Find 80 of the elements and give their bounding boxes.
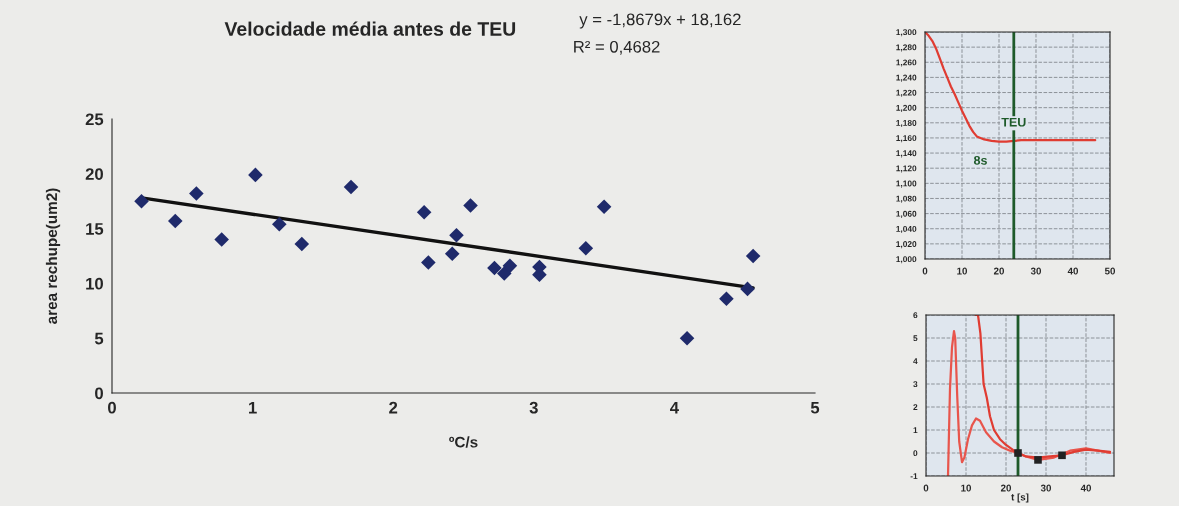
x-tick-label: 20 [1000, 484, 1012, 492]
y-tick-label: 1,240 [896, 74, 917, 82]
x-tick-label: 40 [1080, 484, 1092, 492]
x-tick-label: 1 [249, 401, 257, 414]
y-tick-label: 10 [86, 277, 103, 290]
text: R² = 0,4682 [574, 40, 660, 55]
y-tick-label: 1,260 [896, 59, 917, 67]
y-tick-label: 1,220 [896, 89, 917, 97]
y-tick-label: 5 [913, 335, 918, 342]
y-tick-label: 1,200 [896, 104, 917, 112]
x-tick-label: 40 [1067, 267, 1079, 275]
point [416, 204, 432, 220]
x-tick-label: 4 [670, 401, 679, 414]
point [272, 216, 287, 232]
y-tick-label: 3 [913, 381, 918, 388]
y-tick-label: 1,080 [896, 195, 917, 203]
x-tick-label: 0 [923, 484, 929, 492]
x-tick-label: 2 [389, 401, 398, 414]
point [679, 330, 695, 346]
y-tick-label: 1,060 [896, 210, 917, 218]
point [189, 186, 204, 201]
point [745, 248, 761, 264]
point [1014, 449, 1022, 457]
x-tick-label: 20 [993, 267, 1005, 275]
y-tick-label: 1,140 [896, 150, 917, 158]
point [1034, 456, 1042, 464]
point [502, 258, 518, 274]
y-tick-label: -1 [910, 473, 918, 480]
y-axis-title: area rechupe(um2) [45, 188, 61, 324]
point [134, 193, 149, 209]
x-tick-label: 30 [1040, 484, 1052, 492]
y-tick-label: 5 [94, 332, 104, 345]
y-tick-label: 0 [95, 387, 103, 400]
line-series [946, 329, 1112, 476]
point [343, 179, 359, 195]
point [167, 213, 183, 229]
point [248, 167, 263, 183]
y-tick-label: 1,160 [896, 135, 917, 143]
point [449, 227, 464, 243]
y-tick-label: 6 [913, 312, 918, 319]
chart-title: Velocidade média antes de TEU [224, 21, 516, 36]
text: y = -1,8679x + 18,162 [579, 13, 741, 29]
line-series [925, 32, 1097, 143]
y-tick-label: 1 [913, 427, 918, 434]
x-tick-label: 10 [961, 484, 972, 492]
point [487, 260, 502, 276]
y-tick-label: 15 [86, 223, 104, 235]
point [463, 198, 478, 213]
y-tick-label: 1,120 [896, 165, 917, 173]
x-tick-label: 50 [1104, 267, 1116, 275]
x-tick-label: 3 [529, 401, 538, 414]
x-tick-label: 0 [108, 401, 116, 414]
point [421, 255, 436, 270]
point [214, 232, 229, 247]
y-tick-label: 1,180 [896, 120, 917, 128]
annotation: 8s [973, 155, 987, 165]
y-tick-label: 1,040 [896, 225, 917, 234]
y-tick-label: 20 [85, 168, 103, 180]
point [444, 246, 460, 262]
point [596, 199, 612, 214]
y-tick-label: 1,000 [896, 256, 917, 264]
y-tick-label: 1,300 [896, 29, 917, 37]
y-tick-label: 1,280 [896, 44, 917, 52]
y-tick-label: 25 [85, 113, 104, 126]
point [719, 291, 734, 307]
annotation: TEU [1001, 117, 1026, 127]
x-tick-label: 30 [1030, 267, 1042, 275]
point [1058, 451, 1066, 460]
point [578, 241, 594, 256]
y-tick-label: 1,100 [896, 180, 917, 188]
x-axis-title: ºC/s [449, 436, 478, 448]
x-tick-label: 5 [810, 401, 820, 414]
y-tick-label: 4 [913, 358, 918, 365]
x-tick-label: 10 [957, 267, 968, 275]
x-axis-title: t [s] [1011, 493, 1029, 503]
point [740, 281, 755, 297]
y-tick-label: 1,020 [896, 241, 917, 249]
y-tick-label: 0 [913, 450, 918, 457]
x-tick-label: 0 [922, 267, 928, 275]
point [294, 236, 310, 252]
